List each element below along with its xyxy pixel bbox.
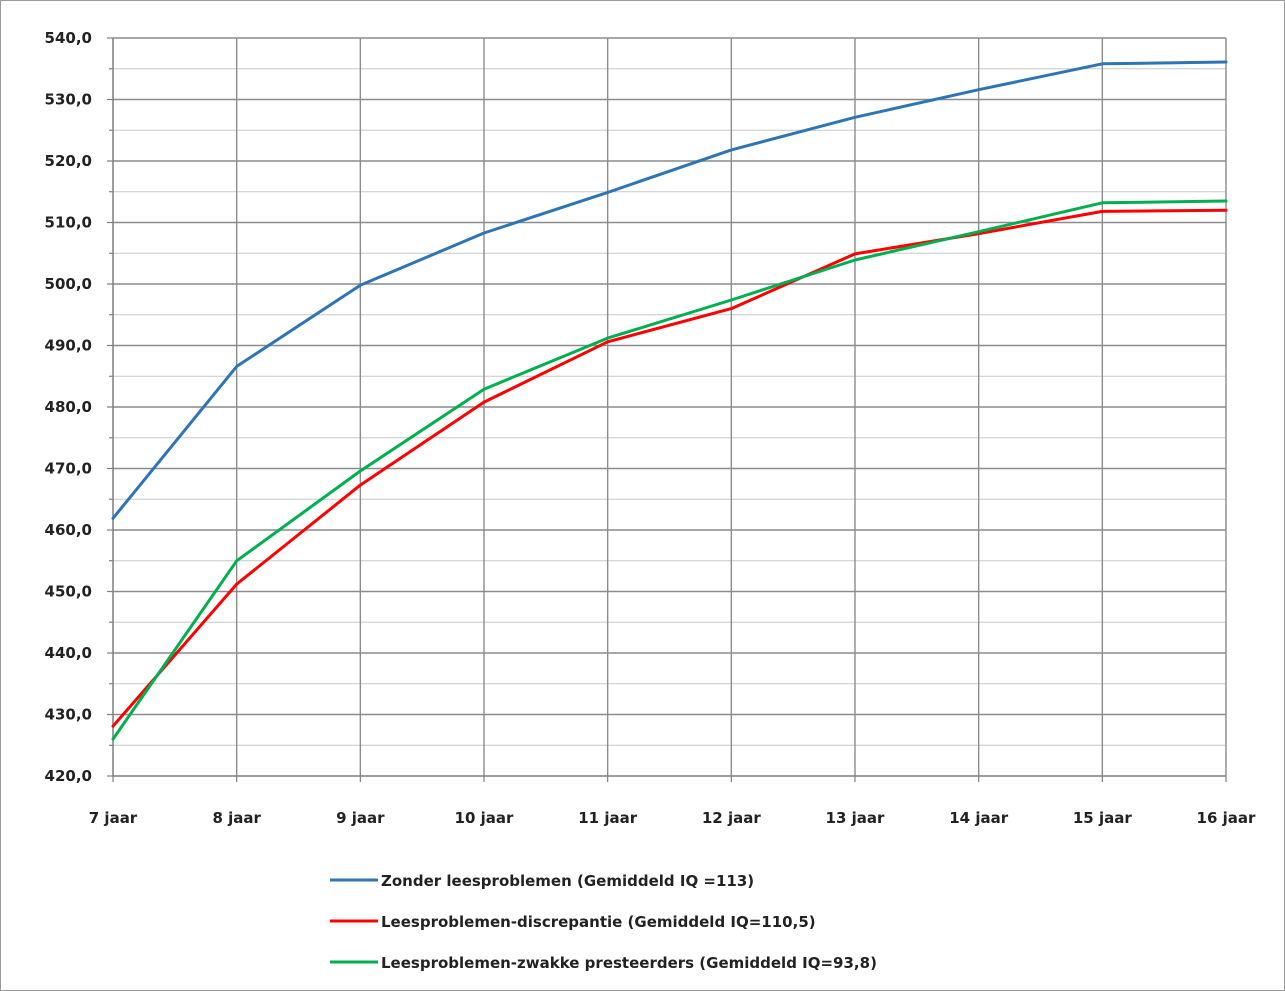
x-tick-label: 14 jaar: [949, 809, 1008, 827]
series-line-2: [111, 208, 1228, 728]
y-tick-label: 430,0: [45, 706, 92, 724]
legend-label-1: Zonder leesproblemen (Gemiddeld IQ =113): [381, 872, 754, 890]
x-tick-label: 13 jaar: [826, 809, 885, 827]
y-tick-label: 480,0: [45, 398, 92, 416]
y-tick-label: 470,0: [45, 460, 92, 478]
x-tick-label: 8 jaar: [212, 809, 261, 827]
x-axis-tick-labels: 7 jaar 8 jaar 9 jaar 10 jaar 11 jaar 12 jaar 1…: [89, 809, 1256, 827]
minor-gridlines: [113, 68, 1226, 746]
y-tick-label: 460,0: [45, 521, 92, 539]
x-tick-label: 12 jaar: [702, 809, 761, 827]
x-tick-label: 7 jaar: [89, 809, 138, 827]
axes: [107, 37, 1227, 782]
y-tick-label: 540,0: [45, 29, 92, 47]
series-lines: [111, 60, 1228, 741]
x-tick-label: 9 jaar: [336, 809, 385, 827]
y-tick-label: 500,0: [45, 275, 92, 293]
series-line-3: [111, 199, 1228, 741]
x-tick-label: 15 jaar: [1073, 809, 1132, 827]
y-tick-label: 420,0: [45, 767, 92, 785]
legend-label-3: Leesproblemen-zwakke presteerders (Gemid…: [381, 954, 877, 972]
y-tick-label: 490,0: [45, 337, 92, 355]
y-axis-tick-labels: 540,0 530,0 520,0 510,0 500,0 490,0 480,0 470,0…: [45, 29, 92, 785]
x-tick-label: 10 jaar: [455, 809, 514, 827]
x-tick-label: 11 jaar: [578, 809, 637, 827]
y-tick-label: 530,0: [45, 91, 92, 109]
major-gridlines: [113, 37, 1227, 776]
y-tick-label: 440,0: [45, 644, 92, 662]
y-tick-label: 510,0: [45, 214, 92, 232]
x-tick-label: 16 jaar: [1197, 809, 1256, 827]
legend-label-2: Leesproblemen-discrepantie (Gemiddeld IQ…: [381, 913, 816, 931]
y-tick-label: 450,0: [45, 583, 92, 601]
legend: Zonder leesproblemen (Gemiddeld IQ =113)…: [330, 872, 877, 972]
y-tick-label: 520,0: [45, 152, 92, 170]
series-line-1: [111, 60, 1228, 520]
